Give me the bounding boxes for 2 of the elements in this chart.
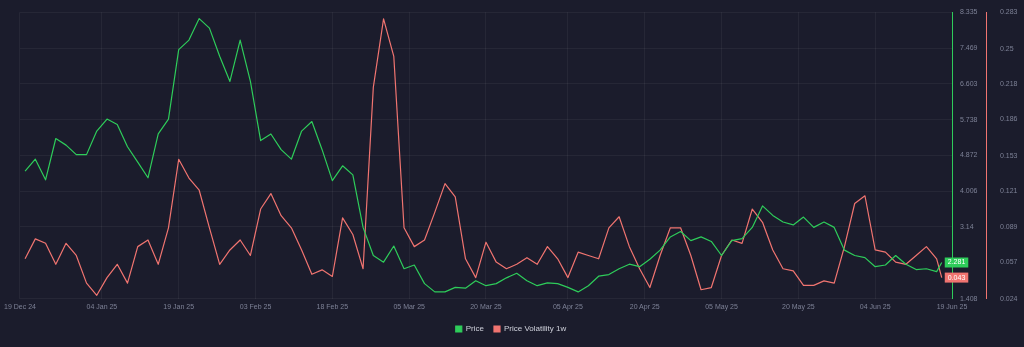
legend-label: Price [465, 324, 485, 334]
legend-label: Price Volatility 1w [503, 324, 567, 334]
